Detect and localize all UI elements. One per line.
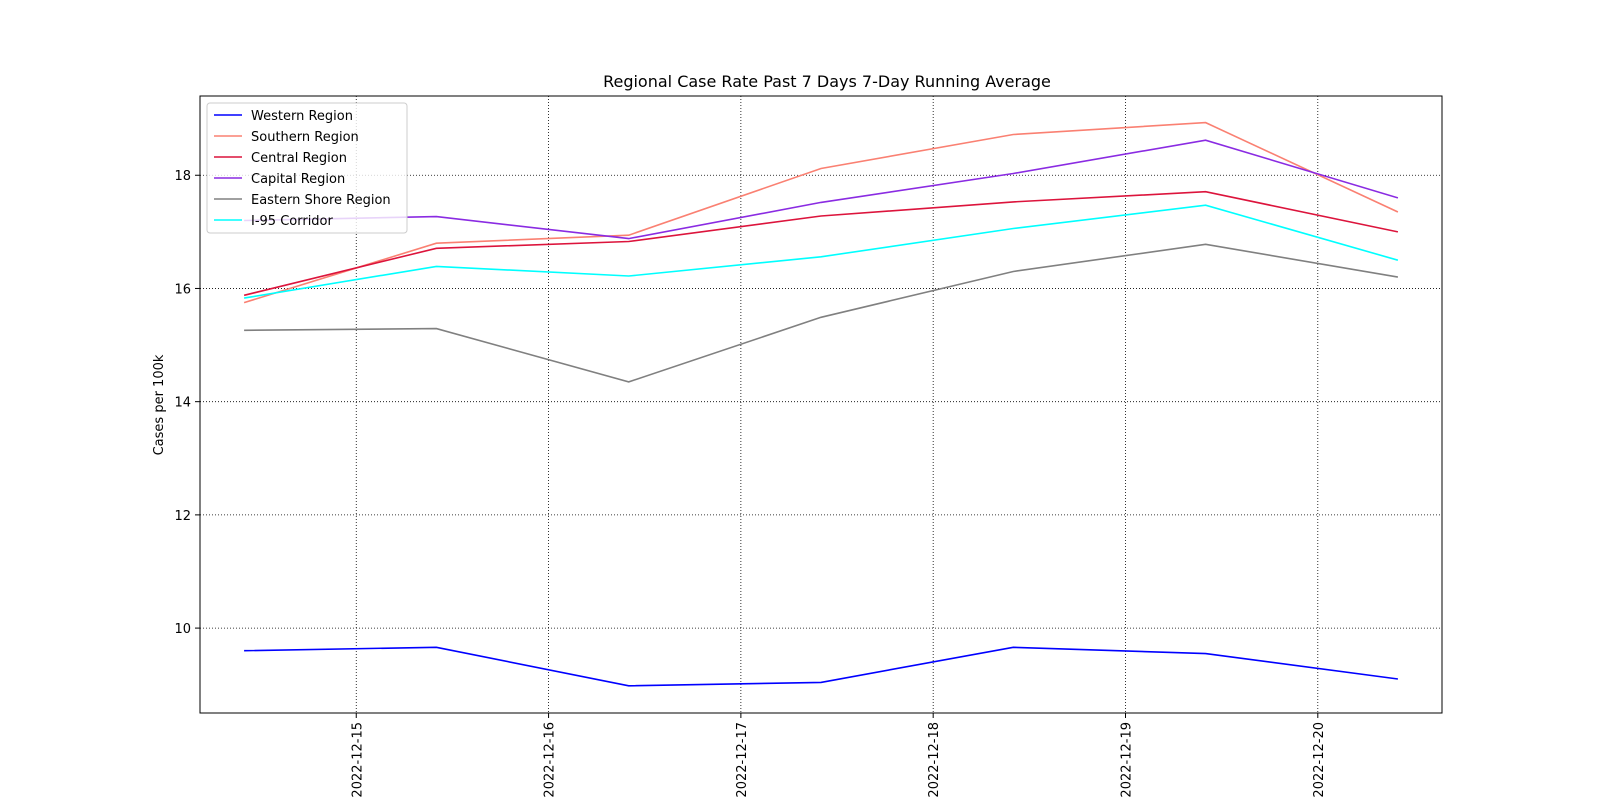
x-tick-label: 2022-12-20 — [1312, 722, 1327, 798]
x-tick-label: 2022-12-16 — [543, 722, 558, 798]
y-tick-label: 16 — [174, 282, 191, 297]
series-line — [243, 121, 1399, 304]
legend-label: I-95 Corridor — [251, 214, 334, 229]
series-line — [244, 243, 1399, 383]
legend-label: Western Region — [251, 109, 353, 124]
x-tick-label: 2022-12-19 — [1119, 722, 1134, 798]
legend: Western Region Southern Region Central Reg… — [206, 102, 408, 234]
series-line — [243, 190, 1399, 297]
y-axis-label: Cases per 100k — [152, 354, 167, 455]
y-tick-label: 10 — [174, 622, 191, 637]
series-line — [243, 204, 1399, 299]
legend-label: Central Region — [251, 151, 347, 166]
legend-label: Southern Region — [251, 130, 359, 145]
series-line — [244, 139, 1399, 240]
legend-label: Capital Region — [251, 172, 345, 187]
x-tick-label: 2022-12-17 — [735, 722, 750, 798]
legend-box — [206, 102, 408, 234]
y-tick-label: 18 — [174, 169, 191, 184]
x-axis: 2022-12-15 2022-12-16 2022-12-17 2022-12-18… — [350, 713, 1327, 798]
plot-frame — [199, 95, 1443, 714]
y-tick-label: 14 — [174, 396, 191, 411]
legend-label: Eastern Shore Region — [251, 193, 391, 208]
chart-title: Regional Case Rate Past 7 Days 7-Day Run… — [603, 72, 1051, 91]
series-line — [244, 646, 1399, 687]
y-axis: 10 12 14 16 18 — [174, 169, 200, 637]
x-tick-label: 2022-12-18 — [927, 722, 942, 798]
y-tick-label: 12 — [174, 509, 191, 524]
plot-area — [243, 121, 1399, 687]
x-tick-label: 2022-12-15 — [350, 722, 365, 798]
